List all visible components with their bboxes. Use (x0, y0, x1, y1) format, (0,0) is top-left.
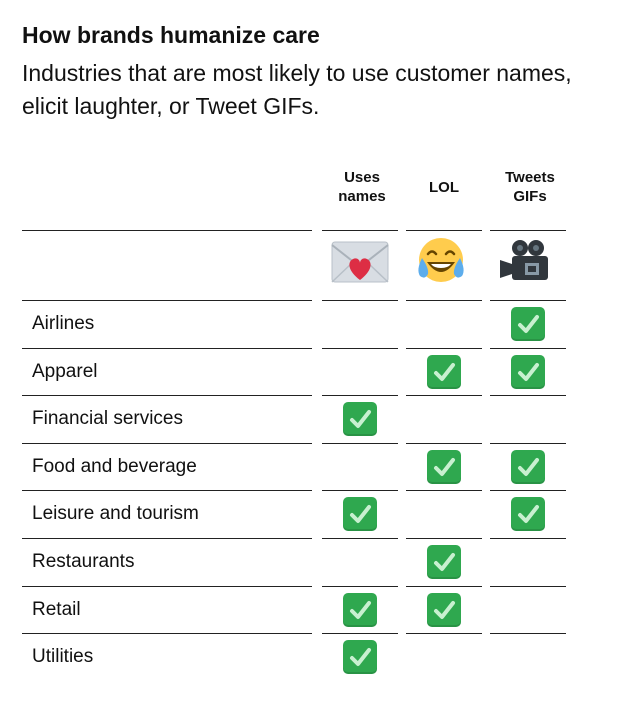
divider (406, 442, 482, 444)
divider (22, 633, 312, 635)
divider (22, 230, 312, 231)
divider (322, 230, 398, 231)
checkmark-icon (343, 640, 377, 675)
divider (490, 395, 566, 397)
divider (322, 490, 398, 492)
divider (406, 490, 482, 492)
divider (406, 585, 482, 587)
checkmark-icon (343, 497, 377, 532)
checkmark-icon (427, 449, 461, 484)
envelope-heart-icon (330, 236, 390, 288)
subtitle: Industries that are most likely to use c… (22, 60, 572, 119)
column-header-uses-names: Uses names (338, 169, 386, 205)
divider (490, 230, 566, 231)
checkmark-icon (511, 307, 545, 341)
title: How brands humanize care (22, 22, 320, 48)
column-header-lol: LOL (429, 179, 459, 196)
divider (406, 633, 482, 635)
divider (490, 300, 566, 301)
divider (490, 442, 566, 444)
divider (322, 585, 398, 587)
checkmark-icon (343, 592, 377, 627)
divider (406, 347, 482, 349)
divider (406, 538, 482, 539)
checkmark-icon (427, 545, 461, 579)
divider (322, 538, 398, 539)
divider (22, 538, 312, 539)
divider (490, 585, 566, 587)
divider (22, 300, 312, 301)
divider (22, 585, 312, 587)
divider (22, 490, 312, 492)
divider (322, 347, 398, 349)
checkmark-icon (511, 497, 545, 532)
row-label: Leisure and tourism (32, 503, 199, 525)
divider (22, 395, 312, 397)
row-label: Restaurants (32, 551, 135, 572)
row-label: Financial services (32, 408, 183, 430)
divider (490, 538, 566, 539)
divider (322, 395, 398, 397)
row-label: Utilities (32, 646, 94, 668)
row-label: Food and beverage (32, 455, 197, 477)
divider (322, 633, 398, 635)
row-label: Airlines (32, 313, 95, 334)
divider (322, 300, 398, 301)
divider (406, 230, 482, 231)
row-label: Retail (32, 598, 81, 620)
checkmark-icon (427, 592, 461, 627)
divider (406, 395, 482, 397)
movie-camera-icon (498, 236, 558, 288)
row-label: Apparel (32, 360, 98, 382)
checkmark-icon (511, 449, 545, 484)
checkmark-icon (511, 354, 545, 389)
checkmark-icon (343, 402, 377, 437)
divider (322, 442, 398, 444)
divider (490, 633, 566, 635)
checkmark-icon (427, 354, 461, 389)
divider (490, 347, 566, 349)
column-header-tweets-gifs: Tweets GIFs (505, 169, 555, 205)
divider (22, 347, 312, 349)
tears-of-joy-icon (414, 236, 468, 288)
divider (406, 300, 482, 301)
divider (22, 442, 312, 444)
divider (490, 490, 566, 492)
